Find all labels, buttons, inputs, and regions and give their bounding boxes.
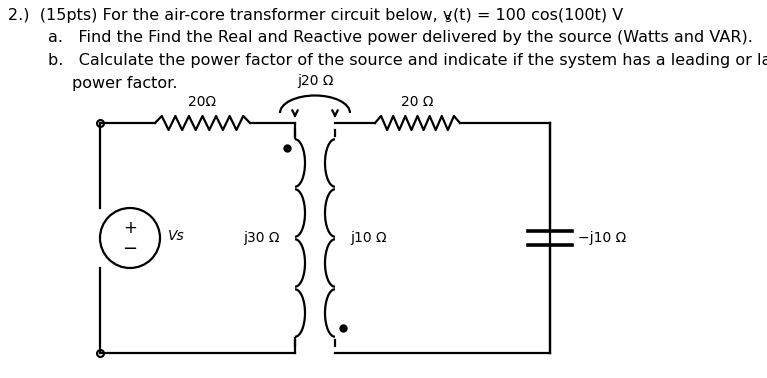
Text: power factor.: power factor. — [72, 76, 177, 91]
Text: +: + — [123, 219, 137, 237]
Text: s: s — [444, 12, 450, 25]
Text: a.   Find the Find the Real and Reactive power delivered by the source (Watts an: a. Find the Find the Real and Reactive p… — [48, 30, 753, 45]
Text: Vs: Vs — [168, 229, 185, 243]
Text: 2.)  (15pts) For the air-core transformer circuit below, v: 2.) (15pts) For the air-core transformer… — [8, 8, 453, 23]
Text: j20 Ω: j20 Ω — [297, 73, 333, 87]
Text: j30 Ω: j30 Ω — [243, 231, 280, 245]
Text: 20 Ω: 20 Ω — [401, 95, 434, 109]
Text: −: − — [123, 240, 137, 258]
Text: −j10 Ω: −j10 Ω — [578, 231, 626, 245]
Text: 20Ω: 20Ω — [189, 95, 216, 109]
Text: b.   Calculate the power factor of the source and indicate if the system has a l: b. Calculate the power factor of the sou… — [48, 53, 767, 68]
Text: j10 Ω: j10 Ω — [350, 231, 387, 245]
Text: (t) = 100 cos(100t) V: (t) = 100 cos(100t) V — [453, 8, 624, 23]
